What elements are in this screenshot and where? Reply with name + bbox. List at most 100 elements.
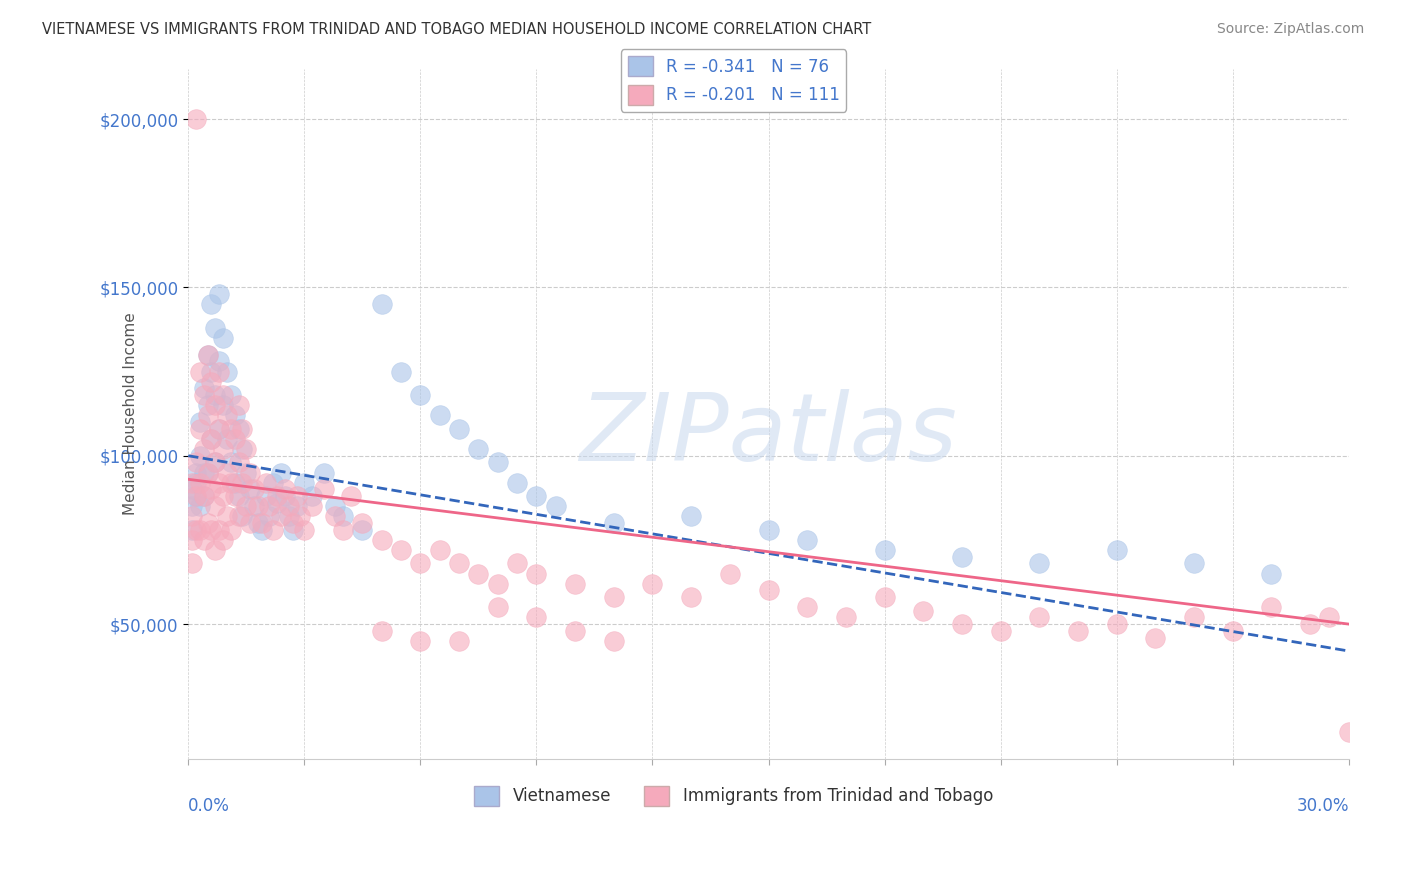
Point (332, 509, 354, 524)
Point (228, 509, 250, 524)
Text: Source: ZipAtlas.com: Source: ZipAtlas.com (1216, 22, 1364, 37)
Point (188, 500, 211, 514)
Point (184, 455, 207, 469)
Point (188, 449, 211, 463)
Point (184, 523, 207, 537)
Point (193, 466, 215, 480)
Point (409, 557, 432, 571)
Point (1260, 566, 1282, 581)
Point (290, 509, 312, 524)
Point (231, 475, 253, 490)
Text: VIETNAMESE VS IMMIGRANTS FROM TRINIDAD AND TOBAGO MEDIAN HOUSEHOLD INCOME CORREL: VIETNAMESE VS IMMIGRANTS FROM TRINIDAD A… (42, 22, 872, 37)
Point (873, 590, 896, 604)
Point (285, 500, 308, 514)
Point (1144, 631, 1167, 645)
Point (467, 566, 489, 581)
Point (312, 483, 335, 497)
Point (681, 509, 703, 524)
Point (281, 516, 304, 530)
Text: 30.0%: 30.0% (1296, 797, 1348, 814)
Point (212, 398, 235, 412)
Point (277, 500, 299, 514)
Point (200, 365, 222, 379)
Point (292, 475, 315, 490)
Point (243, 500, 266, 514)
Point (200, 375, 222, 389)
Point (208, 475, 231, 490)
Point (224, 475, 246, 490)
Point (486, 455, 509, 469)
Point (224, 489, 246, 503)
Point (246, 516, 269, 530)
Point (323, 509, 346, 524)
Point (231, 422, 253, 436)
Point (228, 422, 250, 436)
Point (339, 489, 361, 503)
Point (292, 523, 315, 537)
Point (409, 388, 432, 402)
Point (197, 348, 219, 362)
Point (243, 483, 266, 497)
Point (239, 516, 262, 530)
Point (835, 610, 858, 624)
Point (1028, 610, 1050, 624)
Point (486, 600, 509, 615)
Point (447, 634, 470, 648)
Point (467, 442, 489, 456)
Text: 0.0%: 0.0% (188, 797, 231, 814)
Point (208, 523, 231, 537)
Point (277, 509, 299, 524)
Point (1105, 617, 1128, 632)
Point (409, 634, 432, 648)
Point (429, 409, 451, 423)
Point (352, 523, 374, 537)
Point (323, 500, 346, 514)
Point (208, 365, 231, 379)
Point (603, 590, 626, 604)
Point (270, 466, 292, 480)
Text: ZIPatlas: ZIPatlas (579, 389, 957, 480)
Point (254, 489, 277, 503)
Point (224, 409, 246, 423)
Point (219, 422, 242, 436)
Point (486, 576, 509, 591)
Point (312, 466, 335, 480)
Point (506, 557, 529, 571)
Point (197, 398, 219, 412)
Point (188, 523, 211, 537)
Point (270, 509, 292, 524)
Point (1260, 600, 1282, 615)
Point (274, 483, 297, 497)
Point (796, 600, 818, 615)
Point (718, 566, 741, 581)
Point (758, 523, 780, 537)
Point (1319, 610, 1341, 624)
Point (1299, 617, 1322, 632)
Point (181, 509, 204, 524)
Point (181, 475, 204, 490)
Point (950, 549, 973, 564)
Point (506, 475, 529, 490)
Point (1182, 610, 1205, 624)
Point (193, 533, 215, 547)
Point (200, 483, 222, 497)
Point (219, 523, 242, 537)
Point (370, 624, 392, 638)
Point (184, 112, 207, 126)
Point (231, 509, 253, 524)
Point (250, 516, 273, 530)
Point (281, 523, 304, 537)
Point (274, 489, 297, 503)
Point (250, 523, 273, 537)
Point (447, 557, 470, 571)
Point (266, 489, 288, 503)
Point (193, 442, 215, 456)
Point (873, 543, 896, 558)
Text: Median Household Income: Median Household Income (122, 312, 138, 515)
Point (200, 297, 222, 311)
Point (235, 466, 257, 480)
Point (266, 496, 288, 510)
Point (352, 516, 374, 530)
Point (262, 475, 284, 490)
Point (990, 624, 1012, 638)
